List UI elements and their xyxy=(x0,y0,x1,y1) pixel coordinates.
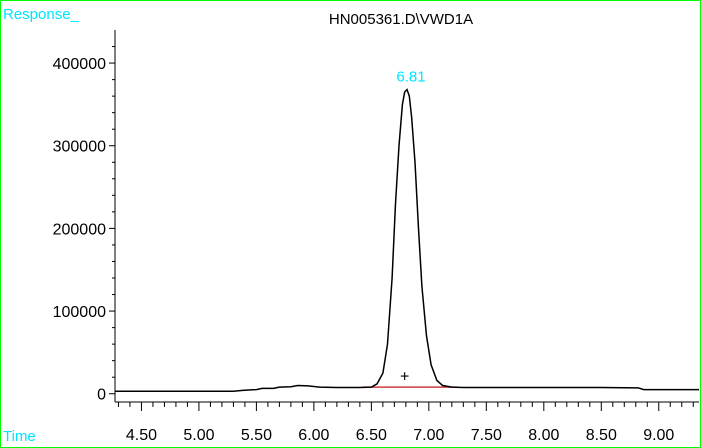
x-tick-label: 6.50 xyxy=(356,427,387,444)
x-tick-label: 7.00 xyxy=(413,427,444,444)
x-tick-label: 5.00 xyxy=(183,427,214,444)
x-axis-ticks: 4.50 5.00 5.50 6.00 6.50 7.00 7.50 8.00 8.50 9.00 xyxy=(117,402,694,444)
x-tick-label: 4.50 xyxy=(126,427,157,444)
y-axis-ticks: 0 100000 200000 300000 400000 xyxy=(53,46,115,404)
x-tick-label: 5.50 xyxy=(241,427,272,444)
x-tick-label: 9.00 xyxy=(643,427,674,444)
y-tick-label: 400000 xyxy=(53,56,106,73)
integration-marker: + xyxy=(400,369,409,386)
x-axis-label: Time xyxy=(3,428,36,445)
chromatogram-trace xyxy=(115,88,699,393)
chart-title: HN005361.D\VWD1A xyxy=(329,11,473,28)
y-tick-label: 300000 xyxy=(53,139,106,156)
x-tick-label: 8.50 xyxy=(586,427,617,444)
y-tick-label: 100000 xyxy=(53,304,106,321)
y-axis-label: Response_ xyxy=(3,6,80,23)
x-tick-label: 8.00 xyxy=(528,427,559,444)
y-tick-label: 200000 xyxy=(53,221,106,238)
x-tick-label: 6.00 xyxy=(298,427,329,444)
peak-label: 6.81 xyxy=(396,69,425,86)
y-tick-label: 0 xyxy=(97,387,106,404)
x-tick-label: 7.50 xyxy=(471,427,502,444)
